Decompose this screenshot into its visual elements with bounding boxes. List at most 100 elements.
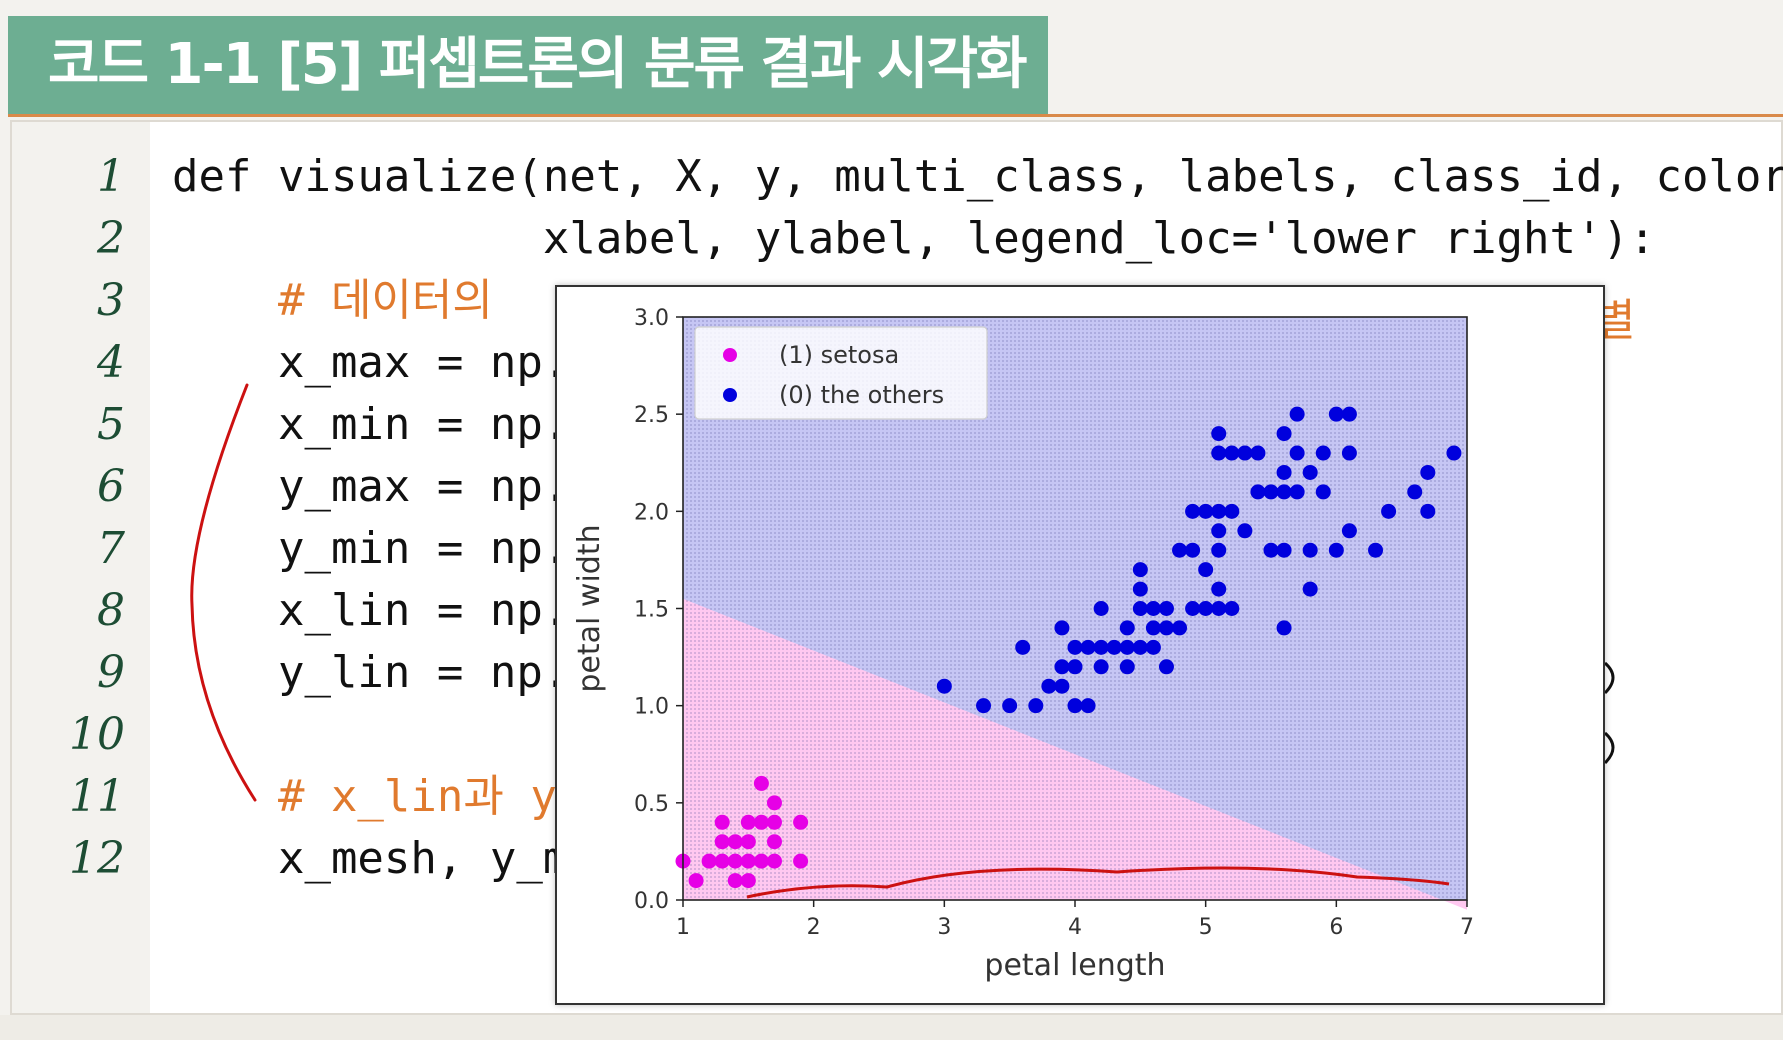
line-number: 5 [97,399,125,450]
setosa-point [766,853,782,869]
others-point [1172,620,1188,636]
setosa-point [727,853,743,869]
legend-marker [723,388,737,402]
others-point [1185,601,1201,616]
others-point [1302,542,1318,558]
others-point [1276,542,1292,558]
others-point [1250,445,1266,461]
setosa-point [727,873,743,889]
others-point [1328,542,1344,558]
others-point [1198,562,1214,578]
legend-label: (1) setosa [779,341,899,369]
others-point [1119,659,1135,675]
others-point [1328,406,1344,422]
line-number: 11 [69,771,125,822]
paren-fragments [1603,661,1615,765]
others-point [1263,484,1279,500]
y-tick-label: 0.5 [634,792,669,817]
others-point [1067,659,1083,675]
others-point [1237,445,1253,461]
bottom-strip [0,1015,1783,1040]
line-number: 1 [97,151,125,202]
others-point [1119,620,1135,636]
others-point [1289,484,1305,500]
others-point [1276,426,1292,442]
x-tick-label: 7 [1460,915,1474,940]
others-point [976,698,992,714]
others-point [1002,698,1018,714]
y-axis-label: petal width [572,524,607,692]
others-point [1158,659,1174,675]
title-divider [8,114,1783,117]
handwritten-bracket [190,383,257,802]
others-point [1276,484,1292,500]
code-line: def visualize(net, X, y, multi_class, la… [172,151,1783,202]
handwritten-underline [746,866,1450,899]
others-point [1093,639,1109,655]
setosa-point [727,834,743,850]
others-point [1289,406,1305,422]
others-point [1211,542,1227,558]
line-number: 7 [97,523,125,574]
x-tick-label: 1 [676,915,690,940]
others-point [1198,503,1214,519]
y-tick-label: 0.0 [634,889,669,914]
line-number: 12 [69,833,125,884]
line-number: 2 [97,213,125,264]
others-point [1015,639,1031,655]
others-point [1067,639,1083,655]
setosa-point [714,834,730,850]
others-point [1054,659,1070,675]
others-point [1368,542,1384,558]
others-point [1158,620,1174,636]
others-point [1093,659,1109,675]
axes: 1 2 3 4 5 6 7 0.0 0.5 1.0 1.5 2.0 2.5 3.0 petal length… [572,306,1474,983]
legend-box [694,326,988,420]
legend-label: (0) the others [779,381,944,409]
line-number: 4 [97,337,125,388]
setosa-point [714,814,730,830]
others-point [1224,445,1240,461]
setosa-point [766,834,782,850]
setosa-point [714,853,730,869]
line-number: 9 [97,647,125,698]
line-number: 10 [69,709,125,760]
setosa-point [740,853,756,869]
others-point [1172,542,1188,558]
code-line: xlabel, ylabel, legend_loc='lower right'… [172,213,1656,264]
others-point [1211,445,1227,461]
others-point [1028,698,1044,714]
others-point [1106,639,1122,655]
others-point [1054,678,1070,694]
others-point [1250,484,1266,500]
others-point [1185,503,1201,519]
others-point [1224,601,1240,616]
others-point [1302,581,1318,597]
others-point [1145,620,1161,636]
others-point [1289,445,1305,461]
x-tick-label: 3 [937,915,951,940]
others-point [1198,601,1214,616]
others-point [1080,639,1096,655]
others-point [1407,484,1423,500]
line-number: 8 [97,585,125,636]
line-number-gutter [12,122,150,1013]
others-point [1276,620,1292,636]
others-point [1224,503,1240,519]
scatter-plot-figure: 1 2 3 4 5 6 7 0.0 0.5 1.0 1.5 2.0 2.5 3.0 petal length… [555,285,1605,1005]
others-point [1276,464,1292,480]
others-point [1211,601,1227,616]
others-point [1211,581,1227,597]
setosa-point [740,814,756,830]
others-point [1341,445,1357,461]
legend-marker [723,348,737,362]
x-tick-label: 5 [1199,915,1213,940]
setosa-point [766,814,782,830]
others-point [1420,464,1436,480]
others-point [1158,601,1174,616]
y-tick-label: 3.0 [634,306,669,331]
x-tick-label: 4 [1068,915,1082,940]
setosa-point [753,775,769,791]
setosa-point [688,873,704,889]
y-tick-label: 2.0 [634,500,669,525]
